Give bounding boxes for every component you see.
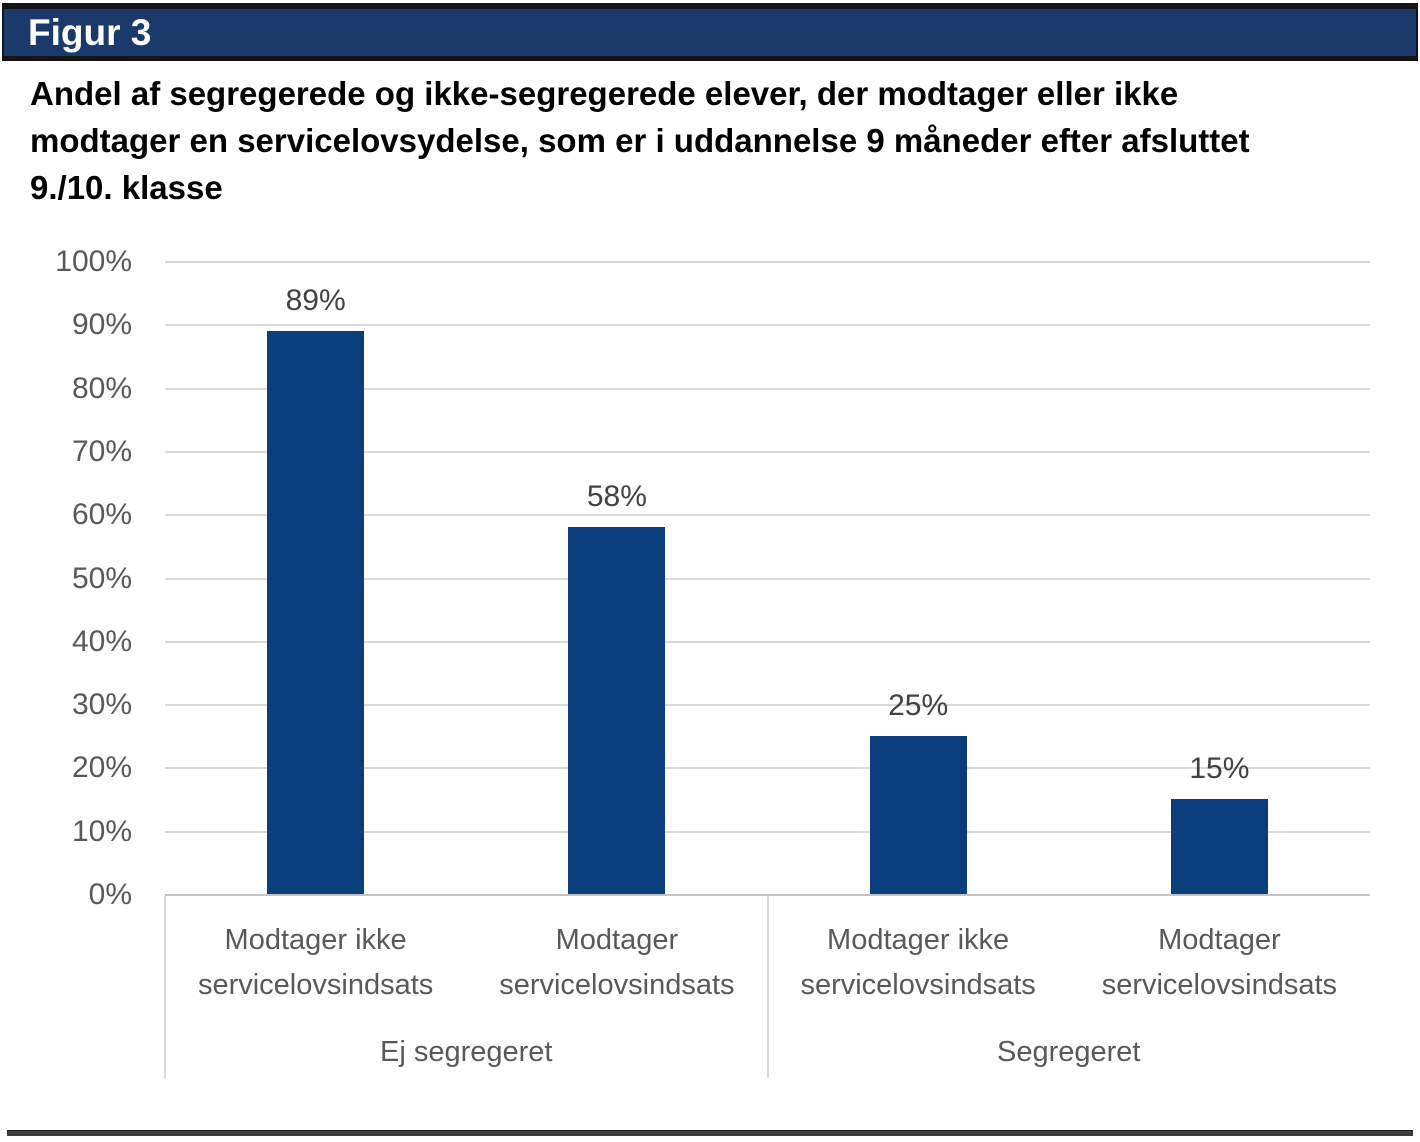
gridline [165, 640, 1370, 643]
y-tick-label: 20% [71, 751, 132, 785]
figure-title-line-2: modtager en servicelovsydelse, som er i … [30, 122, 1250, 159]
category-label: Modtager ikke servicelovsindsats [156, 918, 476, 1008]
y-tick-label: 80% [71, 371, 132, 405]
bar-value-label: 15% [1189, 752, 1250, 786]
bar-value-label: 89% [285, 283, 346, 317]
gridline [165, 261, 1370, 263]
y-tick-label: 10% [71, 814, 132, 848]
x-axis-line [165, 894, 1370, 896]
gridline [165, 514, 1370, 517]
y-tick-label: 90% [71, 308, 132, 342]
category-label-line: servicelovsindsats [499, 969, 735, 1001]
y-tick-label: 60% [71, 498, 132, 532]
y-axis-labels: 0% 10% 20% 30% 40% 50% 60% 70% 80% 90% 100% [0, 245, 132, 911]
plot-area: 89% 58% 25% 15% [165, 261, 1370, 896]
figure-banner: Figur 3 [2, 3, 1418, 61]
gridline [165, 577, 1370, 580]
bottom-rule [7, 1130, 1413, 1136]
bar-4 [1170, 799, 1268, 894]
gridline [165, 324, 1370, 327]
group-divider [766, 896, 769, 1078]
bar-value-label: 58% [586, 479, 647, 513]
bar-3 [869, 735, 967, 894]
gridline [165, 767, 1370, 770]
y-tick-label: 40% [71, 624, 132, 658]
gridline [165, 450, 1370, 453]
y-tick-label: 0% [88, 878, 132, 911]
group-label: Segregeret [997, 1036, 1141, 1068]
bar-1 [267, 330, 365, 894]
gridline [165, 830, 1370, 833]
category-label: Modtager servicelovsindsats [1059, 918, 1379, 1008]
category-label: Modtager servicelovsindsats [457, 918, 777, 1008]
y-tick-label: 70% [71, 434, 132, 468]
group-divider [164, 896, 166, 1078]
bar-value-label: 25% [888, 688, 949, 722]
bar-2 [568, 526, 666, 894]
figure-title: Andel af segregerede og ikke-segregerede… [30, 70, 1415, 211]
x-axis: Modtager ikke servicelovsindsats Modtager s… [164, 896, 1370, 1082]
category-label-line: Modtager [1158, 924, 1281, 956]
category-label: Modtager ikke servicelovsindsats [758, 918, 1078, 1008]
category-label-line: Modtager ikke [224, 924, 407, 956]
figure-banner-label: Figur 3 [28, 11, 152, 53]
y-tick-label: 50% [71, 561, 132, 595]
gridline [165, 704, 1370, 707]
y-tick-label: 30% [71, 688, 132, 722]
figure-title-line-1: Andel af segregerede og ikke-segregerede… [30, 75, 1179, 112]
group-label: Ej segregeret [380, 1036, 553, 1068]
category-label-line: servicelovsindsats [197, 969, 434, 1001]
category-label-line: Modtager [555, 924, 679, 956]
y-tick-label: 100% [55, 245, 132, 278]
gridline [165, 387, 1370, 390]
category-label-line: Modtager ikke [827, 924, 1010, 956]
category-label-line: servicelovsindsats [800, 969, 1036, 1001]
category-label-line: servicelovsindsats [1101, 969, 1338, 1001]
figure-title-line-3: 9./10. klasse [30, 169, 223, 206]
